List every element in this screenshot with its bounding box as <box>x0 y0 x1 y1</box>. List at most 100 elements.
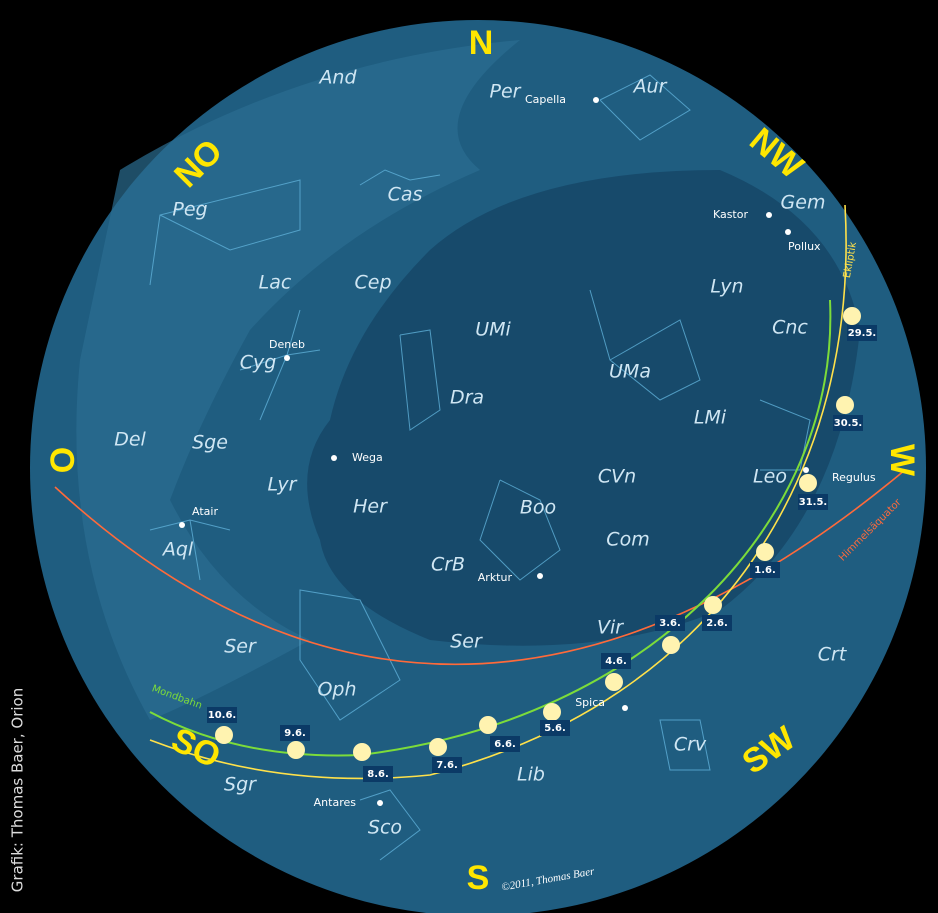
peg-line <box>149 179 301 286</box>
cas-line <box>359 169 441 186</box>
date-box <box>432 757 462 773</box>
constellation-label: Lyr <box>268 474 298 496</box>
constellation-label: Cnc <box>772 317 808 339</box>
star-label: Antares <box>314 796 357 809</box>
constellation-label: Ser <box>224 636 257 658</box>
star-dot <box>284 355 290 361</box>
compass-label: S <box>467 859 490 897</box>
constellation-label: Boo <box>520 497 556 519</box>
constellation-label: Cyg <box>240 352 277 374</box>
uma-line <box>589 289 701 401</box>
date-box <box>540 720 570 736</box>
constellation-label: Sgr <box>224 774 257 796</box>
constellation-label: Vir <box>597 617 624 639</box>
moon-date: 6.6. <box>494 739 516 750</box>
moon-path <box>149 299 832 757</box>
compass-label: N <box>469 24 494 62</box>
moon-date: 31.5. <box>799 497 827 508</box>
moon <box>836 396 854 414</box>
constellation-label: UMa <box>609 361 651 383</box>
star-dot <box>179 522 185 528</box>
star-label: Spica <box>575 696 605 709</box>
moon <box>287 741 305 759</box>
star-label: Arktur <box>478 571 513 584</box>
constellation-label: Sge <box>192 432 228 454</box>
compass-label: W <box>883 444 921 477</box>
constellation-label: Leo <box>753 466 787 488</box>
constellation-label: Cas <box>388 184 423 206</box>
constellation-label: CVn <box>598 466 636 488</box>
star-dot <box>622 705 628 711</box>
constellation-lines <box>149 74 811 861</box>
aur-line <box>599 74 691 141</box>
moon-date: 1.6. <box>754 565 776 576</box>
constellation-label: Com <box>606 529 649 551</box>
milky-way <box>76 40 520 720</box>
moon-date: 2.6. <box>706 618 728 629</box>
star-label: Deneb <box>269 338 305 351</box>
date-box <box>750 562 780 578</box>
constellation-label: Peg <box>172 199 207 221</box>
constellation-label: LMi <box>694 407 727 429</box>
constellation-label: Dra <box>450 387 484 409</box>
star-dot <box>785 229 791 235</box>
star-label: Capella <box>525 93 566 106</box>
moon <box>479 716 497 734</box>
constellation-label: Lyn <box>710 276 743 298</box>
moon <box>543 703 561 721</box>
star-label: Pollux <box>788 240 821 253</box>
constellation-label: Sco <box>368 817 402 839</box>
date-box <box>847 325 877 341</box>
moon-date: 5.6. <box>544 723 566 734</box>
sco-line <box>359 789 421 861</box>
compass-label: O <box>44 447 82 473</box>
side-credit: Grafik: Thomas Baer, Orion <box>9 688 27 892</box>
moon-date: 30.5. <box>834 418 862 429</box>
leo-line <box>759 399 811 471</box>
dra-line <box>399 329 441 431</box>
constellation-label: Ser <box>450 631 483 653</box>
constellation-label: And <box>317 67 357 89</box>
moon <box>429 738 447 756</box>
oph-line <box>299 589 401 721</box>
date-box <box>280 725 310 741</box>
constellation-label: Aql <box>161 539 194 561</box>
date-box <box>833 415 863 431</box>
moon-date: 7.6. <box>436 760 458 771</box>
date-box <box>702 615 732 631</box>
moon <box>605 673 623 691</box>
moon-date: 8.6. <box>367 769 389 780</box>
star-label: Atair <box>192 505 218 518</box>
moon-date: 10.6. <box>208 710 236 721</box>
star-dot <box>377 800 383 806</box>
moon <box>756 543 774 561</box>
star-label: Wega <box>352 451 383 464</box>
constellation-label: Oph <box>317 679 356 701</box>
constellation-label: Cep <box>354 272 391 294</box>
date-box <box>601 653 631 669</box>
star-dot <box>803 467 809 473</box>
constellation-label: CrB <box>431 554 465 576</box>
star-dot <box>537 573 543 579</box>
moon <box>704 596 722 614</box>
moon <box>799 474 817 492</box>
moon <box>353 743 371 761</box>
star-label: Regulus <box>832 471 876 484</box>
moon-date: 4.6. <box>605 656 627 667</box>
date-box <box>798 494 828 510</box>
constellation-label: Crt <box>818 644 848 666</box>
constellation-label: UMi <box>475 319 511 341</box>
crv-line <box>659 719 711 771</box>
star-dot <box>593 97 599 103</box>
moon-date: 29.5. <box>848 328 876 339</box>
star-dot <box>766 212 772 218</box>
moon <box>662 636 680 654</box>
constellation-label: Crv <box>674 734 707 756</box>
constellation-label: Lac <box>259 272 292 294</box>
aql-line <box>149 519 231 581</box>
star-dot <box>331 455 337 461</box>
constellation-label: Gem <box>781 192 826 214</box>
date-box <box>655 615 685 631</box>
boo-line <box>479 479 561 581</box>
